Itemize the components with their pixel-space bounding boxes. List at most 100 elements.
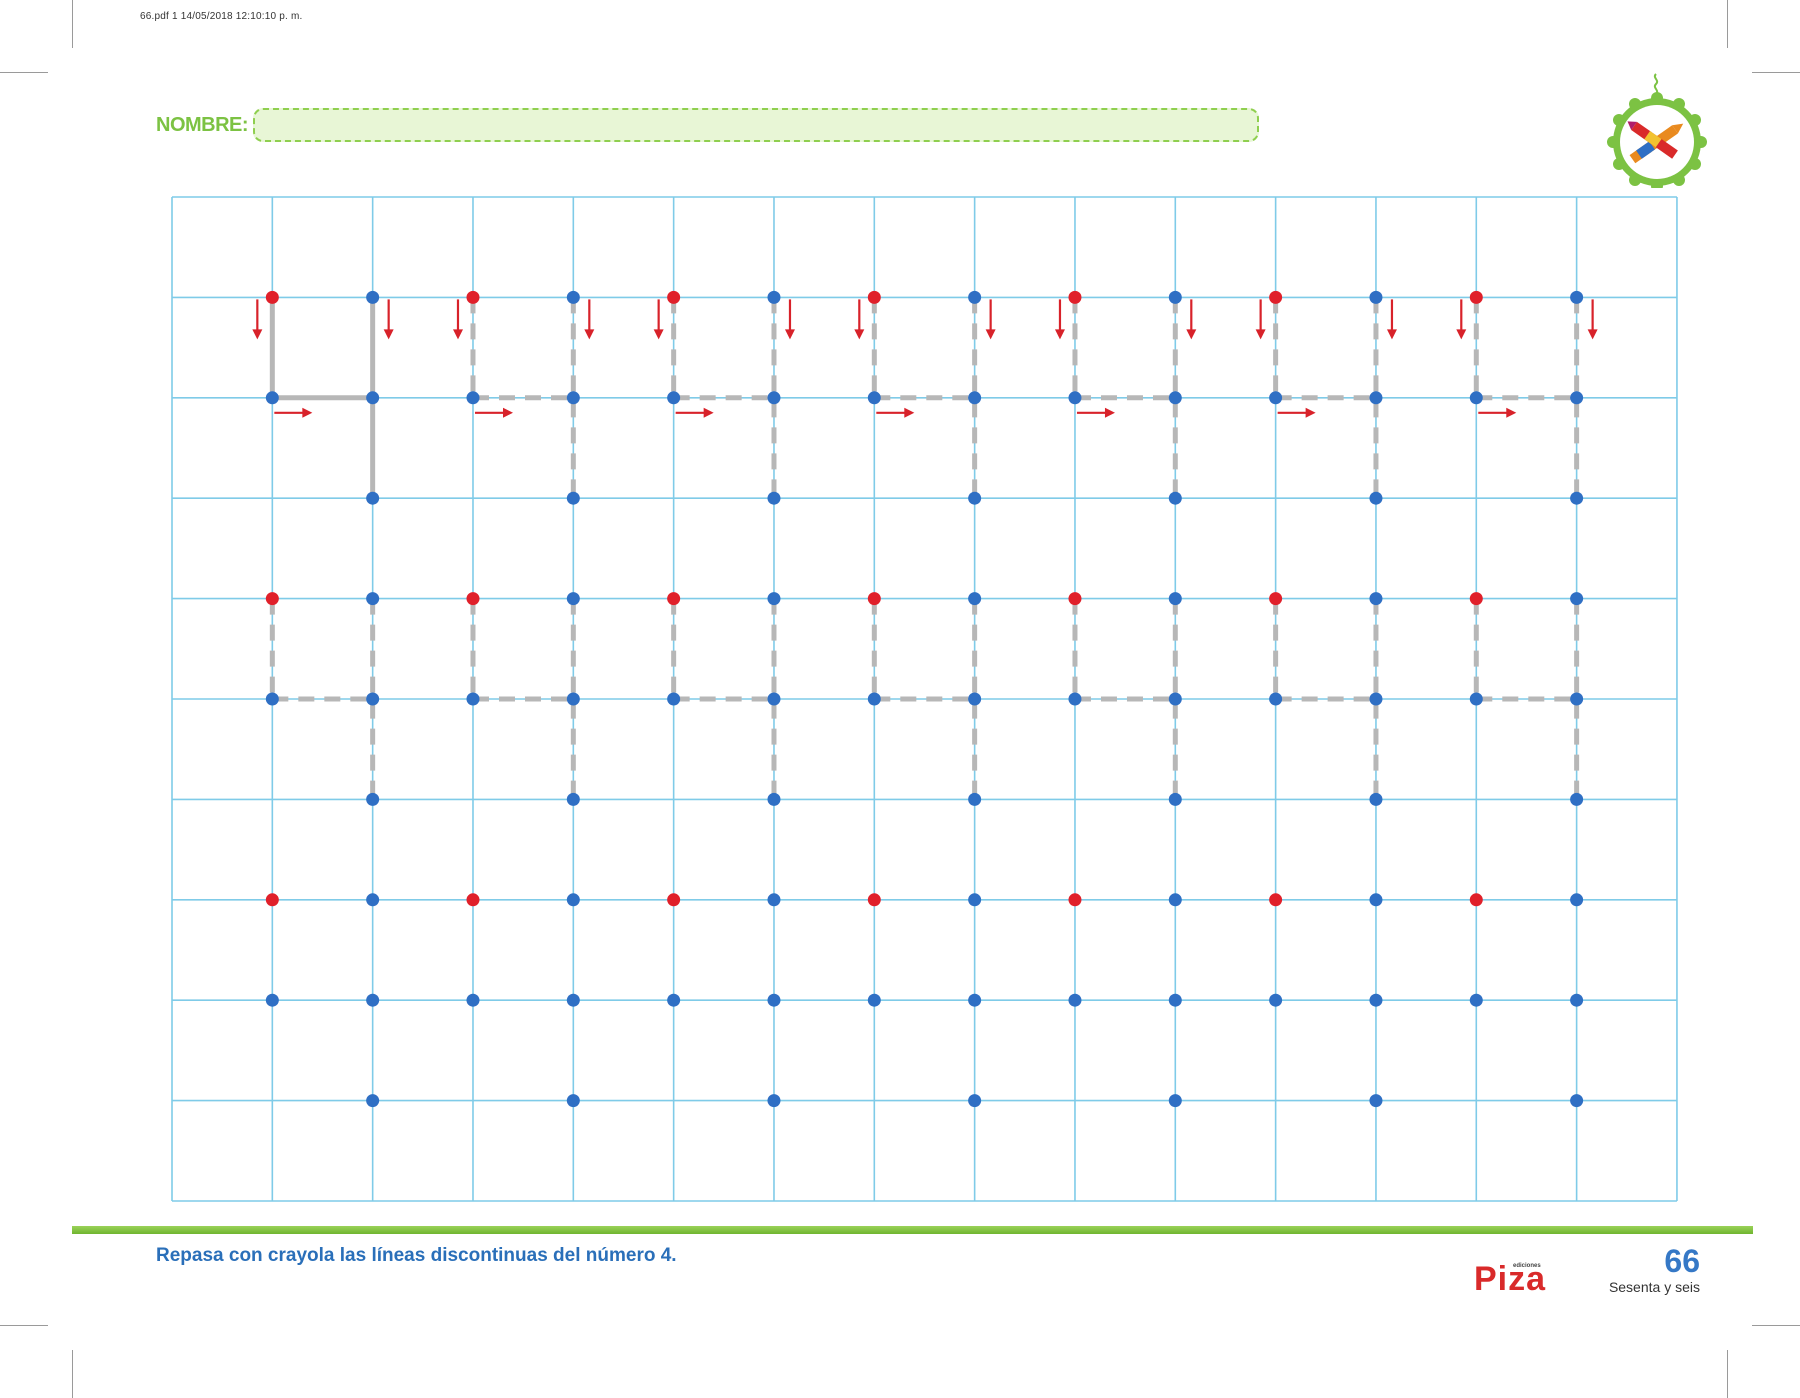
guide-dot: [968, 993, 982, 1007]
guide-dot: [1570, 391, 1584, 405]
arrow-down-head: [1186, 329, 1197, 340]
guide-dot: [366, 792, 380, 806]
guide-dot: [968, 391, 982, 405]
guide-dot: [767, 792, 781, 806]
guide-dot: [566, 391, 580, 405]
arrow-right-head: [1104, 407, 1115, 418]
start-dot: [667, 290, 681, 304]
guide-dot: [968, 592, 982, 606]
arrow-right-head: [904, 407, 915, 418]
guide-dot: [566, 893, 580, 907]
guide-dot: [1469, 391, 1483, 405]
crop-mark-top-left-h: [0, 72, 48, 73]
guide-dot: [466, 692, 480, 706]
guide-dot: [1570, 792, 1584, 806]
arrow-down-head: [1255, 329, 1266, 340]
start-dot: [1068, 290, 1082, 304]
guide-dot: [366, 1094, 380, 1108]
guide-dot: [1369, 792, 1383, 806]
guide-dot: [968, 893, 982, 907]
guide-dot: [265, 692, 279, 706]
guide-dot: [1369, 1094, 1383, 1108]
guide-dot: [1570, 1094, 1584, 1108]
guide-dot: [968, 792, 982, 806]
start-dot: [667, 893, 681, 907]
start-dot: [667, 592, 681, 606]
guide-dot: [1469, 993, 1483, 1007]
guide-dot: [1570, 491, 1584, 505]
crop-mark-bottom-right-h: [1752, 1325, 1800, 1326]
arrow-down-head: [854, 329, 865, 340]
guide-dot: [1369, 893, 1383, 907]
page-number: 66: [1664, 1243, 1700, 1279]
guide-dot: [767, 491, 781, 505]
start-dot: [1068, 592, 1082, 606]
guide-dot: [1570, 290, 1584, 304]
guide-dot: [968, 692, 982, 706]
guide-dot: [767, 290, 781, 304]
guide-dot: [767, 1094, 781, 1108]
arrow-right-head: [302, 407, 313, 418]
guide-dot: [366, 893, 380, 907]
arrow-down-head: [383, 329, 394, 340]
guide-dot: [1269, 391, 1283, 405]
guide-dot: [767, 692, 781, 706]
guide-dot: [867, 993, 881, 1007]
guide-dot: [1570, 993, 1584, 1007]
guide-dot: [1369, 491, 1383, 505]
crop-mark-bottom-left-v: [72, 1350, 73, 1398]
guide-dot: [265, 391, 279, 405]
guide-dot: [1168, 893, 1182, 907]
start-dot: [867, 290, 881, 304]
guide-dot: [1570, 592, 1584, 606]
guide-dot: [1168, 1094, 1182, 1108]
arrow-right-head: [1305, 407, 1316, 418]
crop-mark-top-right-v: [1727, 0, 1728, 48]
crop-mark-bottom-right-v: [1727, 1350, 1728, 1398]
start-dot: [466, 290, 480, 304]
guide-dot: [767, 592, 781, 606]
guide-dot: [1269, 692, 1283, 706]
crop-mark-top-right-h: [1752, 72, 1800, 73]
start-dot: [1469, 290, 1483, 304]
guide-dot: [366, 592, 380, 606]
guide-dot: [667, 993, 681, 1007]
arrow-down-head: [584, 329, 595, 340]
start-dot: [466, 893, 480, 907]
guide-dot: [366, 993, 380, 1007]
guide-dot: [1168, 993, 1182, 1007]
start-dot: [1469, 592, 1483, 606]
guide-dot: [1570, 692, 1584, 706]
guide-dot: [566, 692, 580, 706]
arrow-right-head: [502, 407, 513, 418]
guide-dot: [767, 993, 781, 1007]
arrow-down-head: [985, 329, 996, 340]
arrow-down-head: [1587, 329, 1598, 340]
guide-dot: [466, 993, 480, 1007]
arrow-down-head: [1054, 329, 1065, 340]
guide-dot: [767, 893, 781, 907]
arrow-down-head: [252, 329, 263, 340]
crop-mark-top-left-v: [72, 0, 73, 48]
guide-dot: [566, 993, 580, 1007]
guide-dot: [667, 692, 681, 706]
guide-dot: [366, 692, 380, 706]
guide-dot: [767, 391, 781, 405]
guide-dot: [1369, 290, 1383, 304]
arrow-down-head: [653, 329, 664, 340]
start-dot: [466, 592, 480, 606]
name-field[interactable]: [253, 108, 1259, 142]
guide-dot: [1369, 592, 1383, 606]
guide-dot: [968, 1094, 982, 1108]
guide-dot: [1068, 391, 1082, 405]
start-dot: [1269, 893, 1283, 907]
guide-dot: [1168, 290, 1182, 304]
start-dot: [265, 893, 279, 907]
guide-dot: [867, 391, 881, 405]
guide-dot: [1068, 692, 1082, 706]
guide-dot: [867, 692, 881, 706]
guide-dot: [1369, 692, 1383, 706]
crop-mark-bottom-left-h: [0, 1325, 48, 1326]
arrow-down-head: [1386, 329, 1397, 340]
